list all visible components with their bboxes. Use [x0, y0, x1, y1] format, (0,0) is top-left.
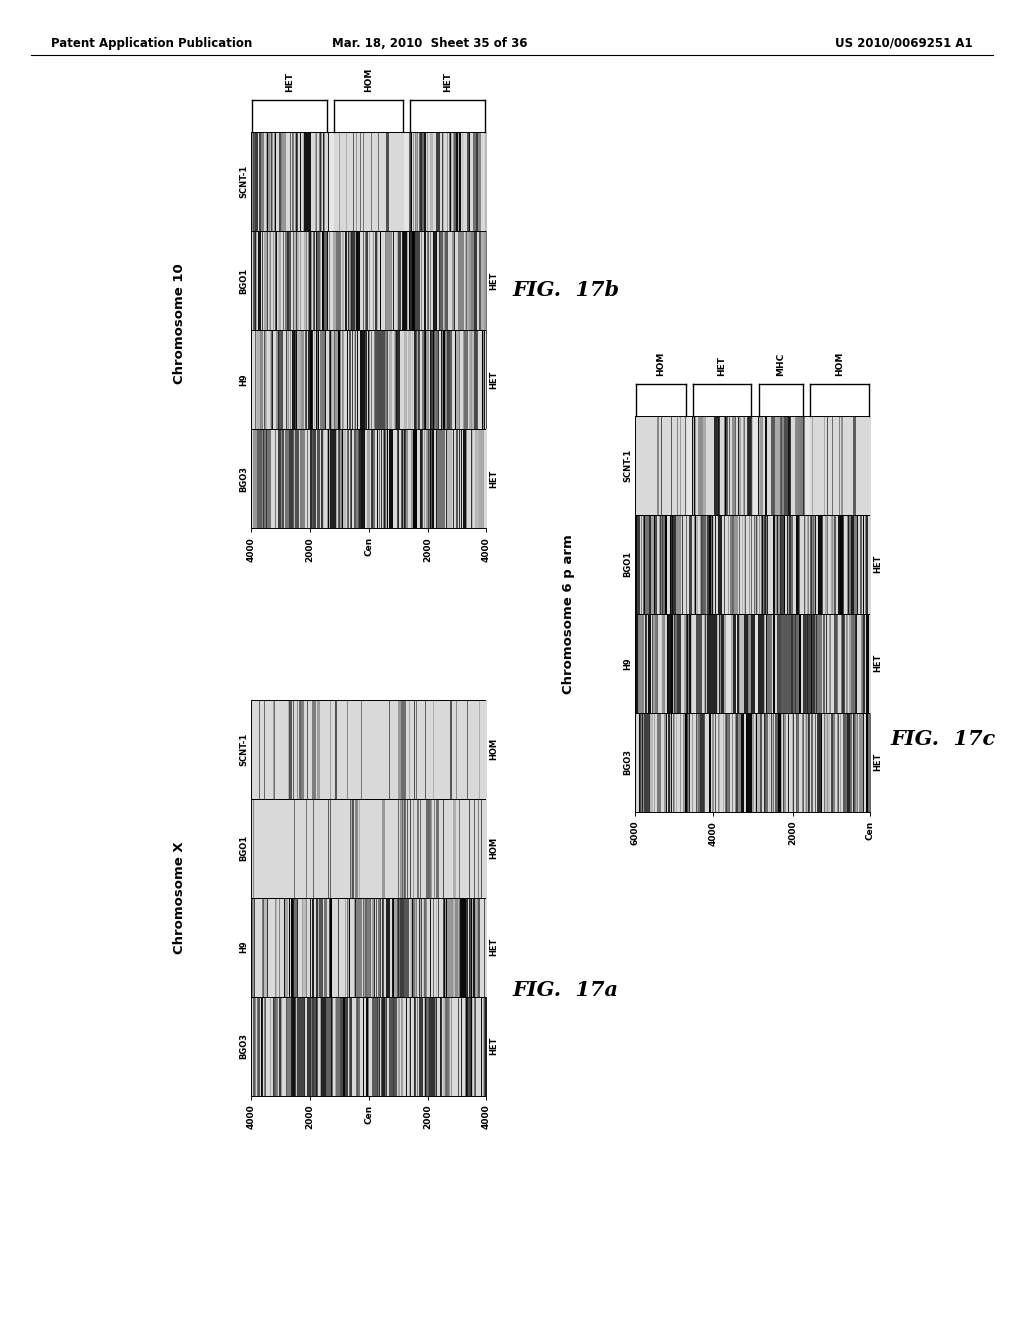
Text: Chromosome 6 p arm: Chromosome 6 p arm: [562, 533, 574, 694]
Bar: [251, 132, 486, 231]
Text: HET: HET: [872, 754, 882, 771]
Text: HET: HET: [286, 73, 294, 92]
Text: Chromosome 10: Chromosome 10: [173, 263, 185, 384]
Text: BGO1: BGO1: [240, 268, 249, 293]
Text: HOM: HOM: [836, 352, 844, 376]
Bar: [251, 330, 486, 429]
Text: HET: HET: [872, 655, 882, 672]
Text: HET: HET: [488, 371, 498, 388]
Text: SCNT-1: SCNT-1: [240, 165, 249, 198]
Bar: [251, 429, 486, 528]
Text: BGO3: BGO3: [240, 1034, 249, 1059]
Text: FIG.  17a: FIG. 17a: [512, 979, 618, 1001]
Text: HET: HET: [872, 556, 882, 573]
Bar: [635, 614, 870, 713]
Text: HOM: HOM: [656, 352, 666, 376]
Text: HET: HET: [488, 272, 498, 289]
Text: HET: HET: [718, 356, 726, 376]
Bar: [635, 515, 870, 614]
Bar: [251, 898, 486, 997]
Text: HET: HET: [443, 73, 452, 92]
Text: BGO1: BGO1: [240, 836, 249, 861]
Text: BGO3: BGO3: [240, 466, 249, 491]
Bar: [251, 231, 486, 330]
Text: HET: HET: [488, 470, 498, 487]
Bar: [635, 416, 870, 515]
Text: FIG.  17b: FIG. 17b: [512, 280, 620, 301]
Text: Chromosome X: Chromosome X: [173, 841, 185, 954]
Text: MHC: MHC: [776, 352, 785, 376]
Text: H9: H9: [624, 657, 633, 669]
Text: HOM: HOM: [365, 69, 373, 92]
Text: HET: HET: [488, 1038, 498, 1055]
Bar: [251, 997, 486, 1096]
Bar: [251, 799, 486, 898]
Text: H9: H9: [240, 374, 249, 385]
Text: Patent Application Publication: Patent Application Publication: [51, 37, 253, 50]
Text: HET: HET: [488, 939, 498, 956]
Text: H9: H9: [240, 941, 249, 953]
Text: BGO1: BGO1: [624, 552, 633, 577]
Text: SCNT-1: SCNT-1: [624, 449, 633, 482]
Text: HOM: HOM: [488, 738, 498, 760]
Bar: [251, 700, 486, 799]
Bar: [635, 713, 870, 812]
Text: BGO3: BGO3: [624, 750, 633, 775]
Text: FIG.  17c: FIG. 17c: [891, 729, 996, 750]
Text: US 2010/0069251 A1: US 2010/0069251 A1: [836, 37, 973, 50]
Text: SCNT-1: SCNT-1: [240, 733, 249, 766]
Text: HOM: HOM: [488, 837, 498, 859]
Text: Mar. 18, 2010  Sheet 35 of 36: Mar. 18, 2010 Sheet 35 of 36: [333, 37, 527, 50]
